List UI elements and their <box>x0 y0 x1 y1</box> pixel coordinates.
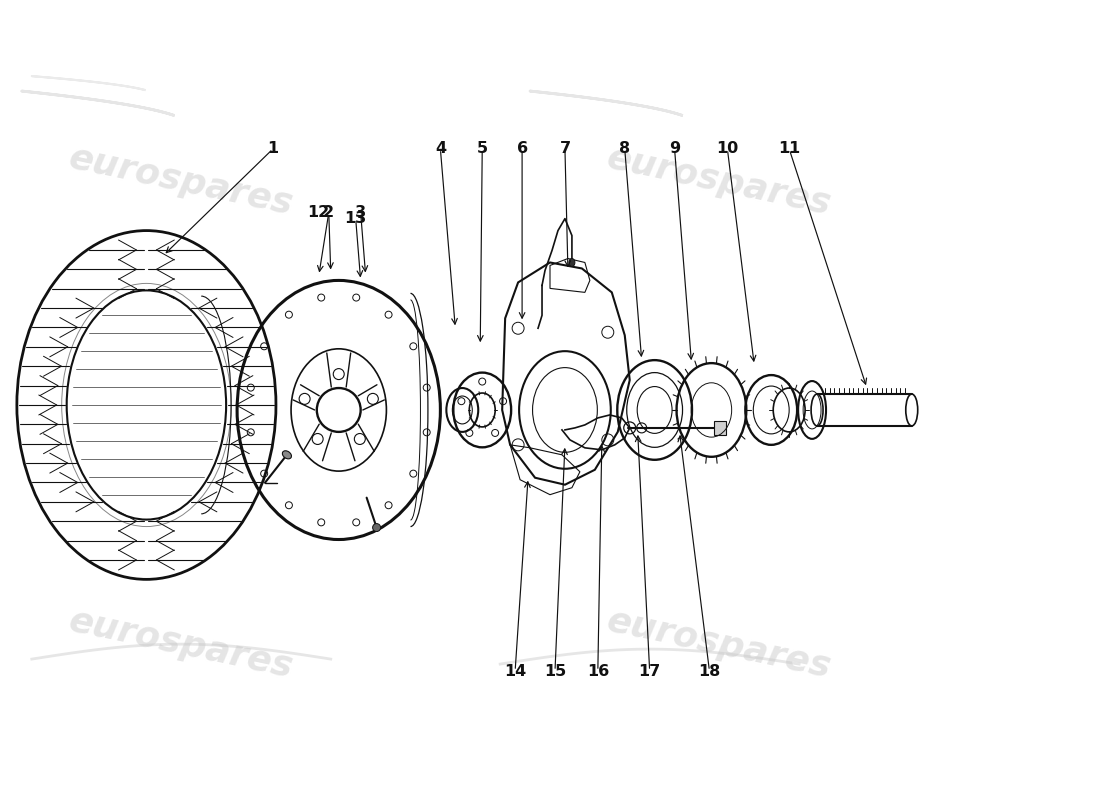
FancyBboxPatch shape <box>714 421 726 435</box>
Text: 16: 16 <box>586 663 609 678</box>
Text: 5: 5 <box>476 142 487 156</box>
Circle shape <box>373 523 381 531</box>
Text: eurospares: eurospares <box>66 604 297 685</box>
Text: 2: 2 <box>323 205 334 220</box>
Text: 10: 10 <box>716 142 738 156</box>
Text: 18: 18 <box>698 663 720 678</box>
Text: 14: 14 <box>504 663 526 678</box>
Text: eurospares: eurospares <box>604 604 835 685</box>
Text: 7: 7 <box>560 142 571 156</box>
Text: 11: 11 <box>778 142 801 156</box>
Ellipse shape <box>569 258 575 266</box>
Text: 13: 13 <box>344 211 366 226</box>
Text: eurospares: eurospares <box>604 140 835 221</box>
Text: 6: 6 <box>517 142 528 156</box>
Text: 4: 4 <box>434 142 446 156</box>
Text: 15: 15 <box>543 663 566 678</box>
Text: 17: 17 <box>638 663 661 678</box>
Ellipse shape <box>283 450 292 459</box>
Text: 3: 3 <box>355 205 366 220</box>
Text: eurospares: eurospares <box>66 140 297 221</box>
Text: 1: 1 <box>267 142 278 156</box>
Text: 9: 9 <box>669 142 680 156</box>
Text: 8: 8 <box>619 142 630 156</box>
Text: 12: 12 <box>308 205 330 220</box>
